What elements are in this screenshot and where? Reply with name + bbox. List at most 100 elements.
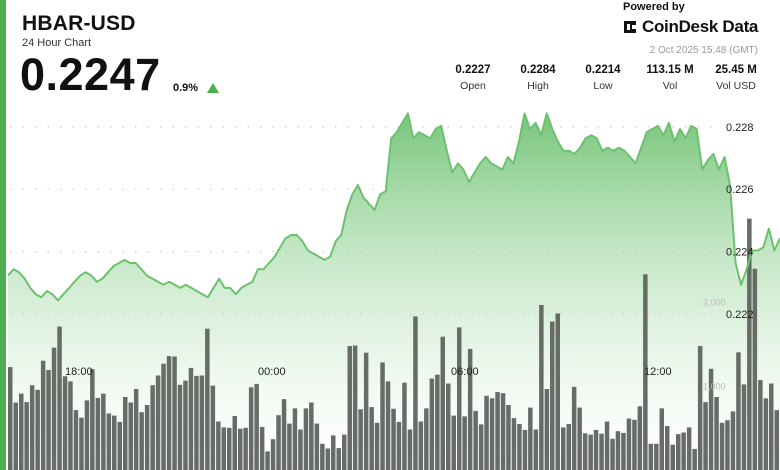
volume-bar — [539, 305, 544, 470]
volume-bar — [243, 427, 248, 470]
volume-bar — [227, 427, 232, 470]
volume-bars — [8, 218, 779, 470]
volume-bar — [484, 395, 489, 470]
stat-low-label: Low — [593, 80, 613, 92]
volume-bar — [637, 406, 643, 470]
volume-bar — [626, 418, 632, 470]
volume-bar — [528, 407, 533, 470]
volume-bar — [697, 346, 703, 470]
price-tick-label: 0.224 — [726, 247, 754, 259]
volume-bar — [686, 427, 692, 470]
coindesk-logo-icon — [624, 21, 636, 33]
volume-bar — [659, 408, 664, 470]
volume-bar — [68, 381, 73, 470]
volume-bar — [358, 409, 363, 470]
volume-bar — [495, 392, 500, 470]
volume-bar — [676, 434, 681, 470]
volume-bar — [769, 383, 774, 470]
volume-bar — [451, 415, 456, 470]
volume-bar — [194, 375, 199, 470]
volume-bar — [593, 429, 599, 470]
volume-bar — [188, 367, 194, 470]
price-line — [7, 112, 780, 302]
time-tick-label: 00:00 — [258, 366, 286, 378]
volume-bar — [221, 427, 226, 470]
volume-bar — [57, 326, 62, 470]
volume-bar — [763, 398, 769, 470]
volume-bar — [8, 367, 13, 470]
volume-bar — [506, 405, 511, 470]
volume-bar — [665, 426, 670, 470]
time-tick-label: 06:00 — [451, 366, 479, 378]
volume-bar — [615, 431, 621, 470]
stat-open-label: Open — [460, 80, 486, 92]
powered-by-label: Powered by — [623, 1, 685, 13]
volume-bar — [216, 421, 221, 470]
volume-bar — [632, 419, 637, 470]
volume-bar — [347, 346, 352, 470]
volume-bar — [550, 321, 555, 470]
volume-bar — [265, 451, 270, 470]
volume-bar — [73, 410, 79, 470]
volume-bar — [429, 378, 435, 470]
volume-bar — [101, 393, 106, 470]
time-tick-label: 12:00 — [644, 366, 672, 378]
volume-bar — [325, 448, 331, 470]
stat-low: 0.2214 Low — [585, 64, 620, 92]
volume-bar — [681, 432, 686, 470]
volume-bar — [46, 370, 51, 470]
volume-bar — [331, 435, 336, 470]
volume-bar — [112, 415, 117, 470]
volume-tick-label: 2,000 — [703, 297, 726, 307]
volume-bar — [35, 389, 40, 470]
volume-bar — [604, 421, 610, 470]
arrow-up-icon — [207, 83, 219, 93]
volume-bar — [281, 399, 287, 470]
volume-bar — [610, 438, 615, 470]
volume-bar — [238, 428, 243, 470]
volume-bar — [736, 352, 741, 470]
volume-bar — [128, 402, 133, 470]
volume-bar — [320, 443, 325, 470]
volume-bar — [533, 429, 539, 470]
stat-vol-usd-value: 25.45 M — [715, 64, 757, 76]
volume-bar — [161, 363, 166, 470]
volume-bar — [374, 422, 380, 470]
volume-bar — [648, 443, 654, 470]
volume-bar — [199, 375, 205, 470]
volume-bar — [566, 424, 571, 470]
timestamp: 2 Oct 2025 15:48 (GMT) — [649, 45, 758, 56]
volume-bar — [774, 410, 779, 470]
volume-bar — [555, 313, 560, 470]
volume-bar — [467, 348, 473, 470]
volume-bar — [259, 427, 265, 470]
volume-bar — [473, 410, 478, 470]
volume-bar — [309, 402, 314, 470]
volume-bar — [752, 268, 758, 470]
volume-bar — [407, 429, 413, 470]
chart-subtitle: 24 Hour Chart — [22, 37, 92, 49]
volume-bar — [270, 439, 276, 470]
stat-low-value: 0.2214 — [585, 64, 621, 76]
volume-bar — [254, 383, 259, 470]
volume-bar — [172, 356, 177, 470]
volume-bar — [287, 423, 292, 470]
volume-bar — [457, 327, 462, 470]
stat-high-value: 0.2284 — [520, 64, 556, 76]
volume-bar — [577, 407, 582, 470]
volume-bar — [643, 274, 648, 470]
volume-bar — [478, 424, 484, 470]
volume-bar — [440, 336, 445, 470]
brand-name: CoinDesk Data — [642, 17, 759, 36]
volume-axis-labels: 2,000 1,000 — [703, 297, 726, 391]
volume-bar — [489, 398, 495, 470]
volume-bar — [654, 443, 659, 470]
volume-bar — [51, 347, 57, 470]
stat-high-label: High — [527, 80, 549, 92]
volume-bar — [155, 375, 161, 470]
volume-bar — [40, 360, 46, 470]
stat-high: 0.2284 High — [520, 64, 555, 92]
volume-bar — [232, 416, 237, 470]
accent-bar — [0, 0, 6, 470]
